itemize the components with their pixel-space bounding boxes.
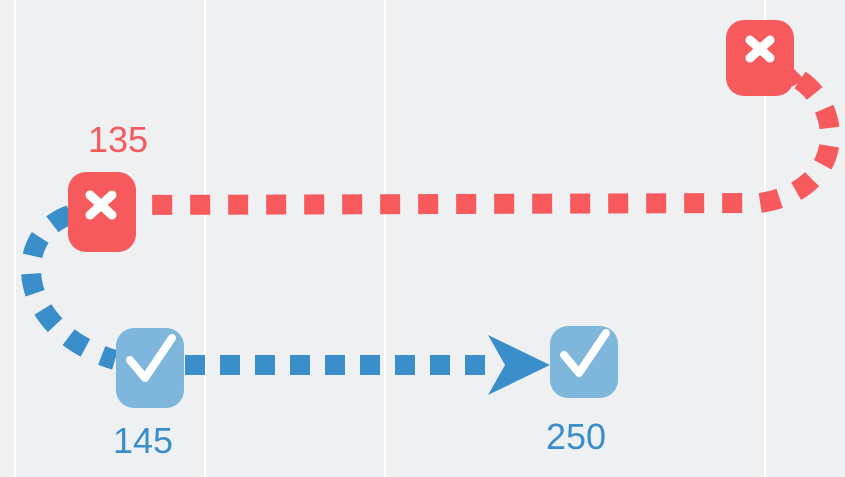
node-label: 135 (88, 119, 148, 160)
arrow-head (488, 335, 550, 395)
blue-path-curve (21, 205, 119, 370)
fail-node (68, 172, 136, 252)
pass-node (550, 326, 618, 398)
node-label: 145 (113, 420, 173, 461)
fail-node (726, 20, 805, 96)
red-path (129, 71, 840, 215)
pass-node (116, 328, 184, 408)
node-label: 250 (546, 416, 606, 457)
